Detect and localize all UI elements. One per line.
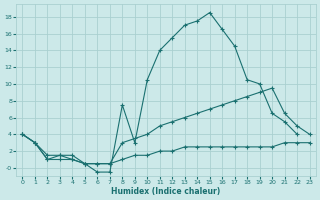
X-axis label: Humidex (Indice chaleur): Humidex (Indice chaleur) xyxy=(111,187,221,196)
